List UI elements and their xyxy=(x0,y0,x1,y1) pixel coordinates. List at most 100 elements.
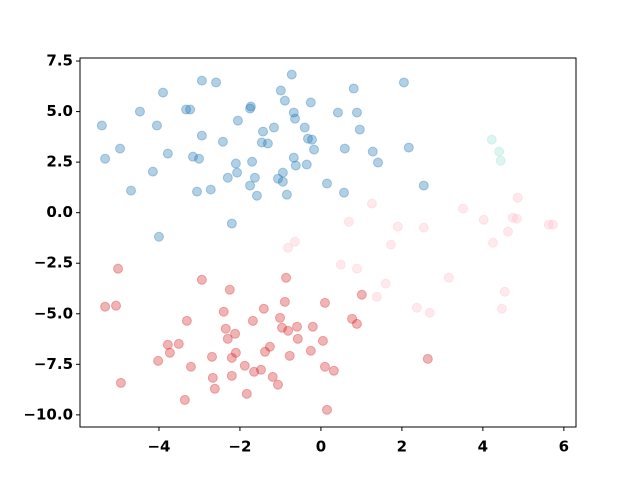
point xyxy=(511,213,522,224)
point xyxy=(153,355,164,366)
point xyxy=(218,306,229,317)
point xyxy=(226,370,237,381)
point xyxy=(290,160,301,171)
point xyxy=(343,216,354,227)
point xyxy=(230,158,241,169)
point xyxy=(100,153,111,164)
point xyxy=(547,219,558,230)
y-tick-label: −7.5 xyxy=(34,355,73,373)
point xyxy=(328,365,339,376)
point xyxy=(153,231,164,242)
point xyxy=(411,302,422,313)
point xyxy=(392,221,403,232)
point xyxy=(217,136,228,147)
point xyxy=(277,176,288,187)
point xyxy=(181,104,192,115)
point xyxy=(192,186,203,197)
point xyxy=(267,371,278,382)
point xyxy=(321,178,332,189)
x-tick-label: −4 xyxy=(147,438,170,456)
point xyxy=(256,137,267,148)
point xyxy=(335,259,346,270)
point xyxy=(418,222,429,233)
point xyxy=(226,218,237,229)
y-tick-label: 7.5 xyxy=(46,52,73,70)
point xyxy=(251,190,262,201)
point xyxy=(147,166,158,177)
point xyxy=(196,130,207,141)
point xyxy=(366,198,377,209)
point xyxy=(351,318,362,329)
x-tick-label: 6 xyxy=(559,438,569,456)
point xyxy=(543,219,554,230)
y-tick-label: −5.0 xyxy=(34,304,73,322)
point xyxy=(301,159,312,170)
point xyxy=(194,153,205,164)
point xyxy=(264,341,275,352)
point xyxy=(126,185,137,196)
point xyxy=(279,95,290,106)
point xyxy=(281,272,292,283)
point xyxy=(305,345,316,356)
point xyxy=(205,184,216,195)
point xyxy=(230,328,241,339)
x-tick-label: −2 xyxy=(228,438,251,456)
point xyxy=(158,87,169,98)
point xyxy=(403,142,414,153)
point xyxy=(478,214,489,225)
point xyxy=(260,346,271,357)
point xyxy=(486,134,497,145)
point xyxy=(187,151,198,162)
point xyxy=(487,237,498,248)
point xyxy=(385,239,396,250)
point xyxy=(115,143,126,154)
point xyxy=(307,321,318,332)
point xyxy=(309,144,320,155)
y-tick-label: 0.0 xyxy=(46,203,73,221)
x-tick-label: 4 xyxy=(478,438,488,456)
point xyxy=(356,289,367,300)
point xyxy=(307,134,318,145)
point xyxy=(185,104,196,115)
y-tick-label: −10.0 xyxy=(23,405,73,423)
point xyxy=(249,172,260,183)
point xyxy=(319,361,330,372)
point xyxy=(321,404,332,415)
point xyxy=(299,122,310,133)
point xyxy=(499,286,510,297)
point xyxy=(373,157,384,168)
point xyxy=(239,360,250,371)
point xyxy=(181,315,192,326)
point xyxy=(196,274,207,285)
point xyxy=(206,351,217,362)
point xyxy=(209,383,220,394)
point xyxy=(173,338,184,349)
point xyxy=(424,307,435,318)
point xyxy=(111,300,122,311)
point xyxy=(367,146,378,157)
point xyxy=(275,85,286,96)
point xyxy=(398,77,409,88)
point xyxy=(258,303,269,314)
point xyxy=(272,173,283,184)
point xyxy=(332,107,343,118)
point xyxy=(347,313,358,324)
point xyxy=(211,77,222,88)
y-tick-label: 5.0 xyxy=(46,102,73,120)
point xyxy=(277,322,288,333)
point xyxy=(151,120,162,131)
point xyxy=(113,263,124,274)
point xyxy=(290,113,301,124)
point xyxy=(443,272,454,283)
point xyxy=(249,366,260,377)
point xyxy=(288,107,299,118)
point xyxy=(100,301,111,312)
point xyxy=(292,321,303,332)
point xyxy=(232,115,243,126)
point xyxy=(230,347,241,358)
point xyxy=(422,353,433,364)
point xyxy=(162,148,173,159)
point xyxy=(292,333,303,344)
